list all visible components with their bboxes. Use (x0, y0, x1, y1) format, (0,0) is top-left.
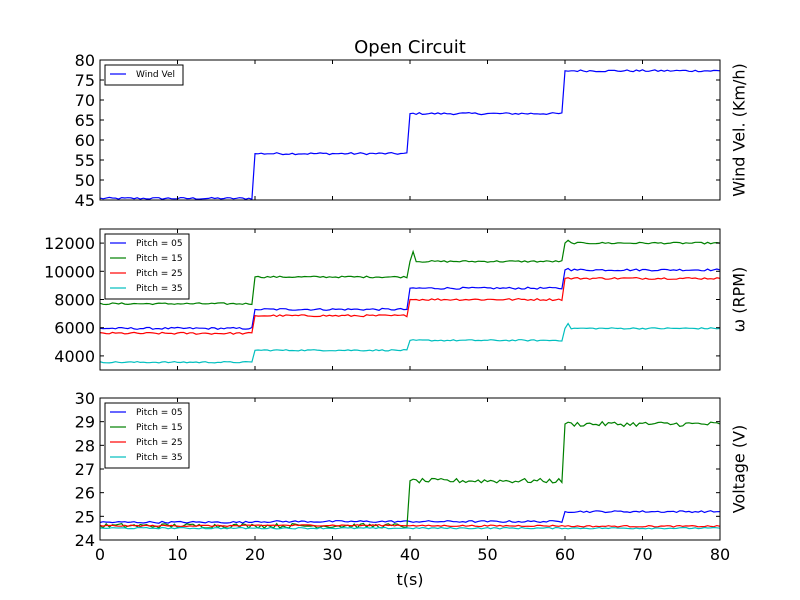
x-tick-label: 50 (477, 545, 497, 564)
y-tick-label: 28 (75, 436, 95, 455)
y-axis-label: Wind Vel. (Km/h) (730, 63, 749, 197)
legend-label: Pitch = 05 (136, 408, 183, 418)
legend: Pitch = 05 Pitch = 15 Pitch = 25 Pitch = 35 (104, 402, 190, 469)
y-tick-label: 29 (75, 413, 95, 432)
chart-title: Open Circuit (354, 37, 466, 58)
y-tick-label: 25 (75, 507, 95, 526)
y-tick-label: 27 (75, 460, 95, 479)
y-tick-label: 50 (75, 171, 95, 190)
legend-label: Pitch = 25 (136, 269, 183, 279)
x-tick-label: 0 (95, 545, 105, 564)
legend-label: Wind Vel (136, 70, 175, 80)
axes-frame (99, 397, 721, 541)
x-tick-label: 30 (322, 545, 342, 564)
series-line-2 (99, 239, 721, 306)
legend-box (104, 64, 184, 86)
legend-label: Pitch = 35 (136, 453, 183, 463)
y-tick-label: 6000 (54, 319, 95, 338)
x-tick-label: 70 (632, 545, 652, 564)
y-tick-label: 26 (75, 484, 95, 503)
legend-label: Pitch = 15 (136, 254, 183, 264)
legend-label: Pitch = 35 (136, 284, 183, 294)
y-tick-label: 65 (75, 111, 95, 130)
series-line-4 (99, 322, 721, 364)
y-tick-label: 4000 (54, 347, 95, 366)
series-line-3 (99, 523, 721, 528)
y-tick-label: 70 (75, 91, 95, 110)
y-axis-label: Voltage (V) (730, 425, 749, 514)
y-tick-label: 60 (75, 131, 95, 150)
axes-frame (99, 59, 721, 201)
y-tick-label: 30 (75, 389, 95, 408)
series-line-1 (99, 69, 721, 201)
legend-label: Pitch = 15 (136, 423, 183, 433)
legend: Wind Vel (104, 64, 184, 86)
legend-label: Pitch = 25 (136, 438, 183, 448)
y-tick-label: 55 (75, 151, 95, 170)
y-tick-label: 8000 (54, 291, 95, 310)
y-tick-label: 80 (75, 51, 95, 70)
panel-3: 24 25 26 27 28 29 30 0 10 20 30 40 50 60 70 80 Voltage (… (75, 389, 749, 564)
x-tick-label: 20 (245, 545, 265, 564)
series-line-1 (99, 510, 721, 524)
y-tick-label: 75 (75, 71, 95, 90)
x-tick-label: 10 (167, 545, 187, 564)
legend-label: Pitch = 05 (136, 239, 183, 249)
y-tick-label: 12000 (44, 234, 95, 253)
series-line-4 (99, 526, 721, 530)
x-tick-label: 60 (555, 545, 575, 564)
legend: Pitch = 05 Pitch = 15 Pitch = 25 Pitch = 35 (104, 233, 190, 300)
y-tick-label: 24 (75, 531, 95, 550)
x-tick-label: 80 (710, 545, 730, 564)
series-line-1 (99, 267, 721, 330)
y-tick-label: 10000 (44, 262, 95, 281)
y-axis-label: ω (RPM) (730, 267, 749, 333)
y-tick-label: 45 (75, 191, 95, 210)
series-line-3 (99, 276, 721, 335)
x-tick-label: 40 (400, 545, 420, 564)
x-axis-label: t(s) (396, 570, 423, 589)
